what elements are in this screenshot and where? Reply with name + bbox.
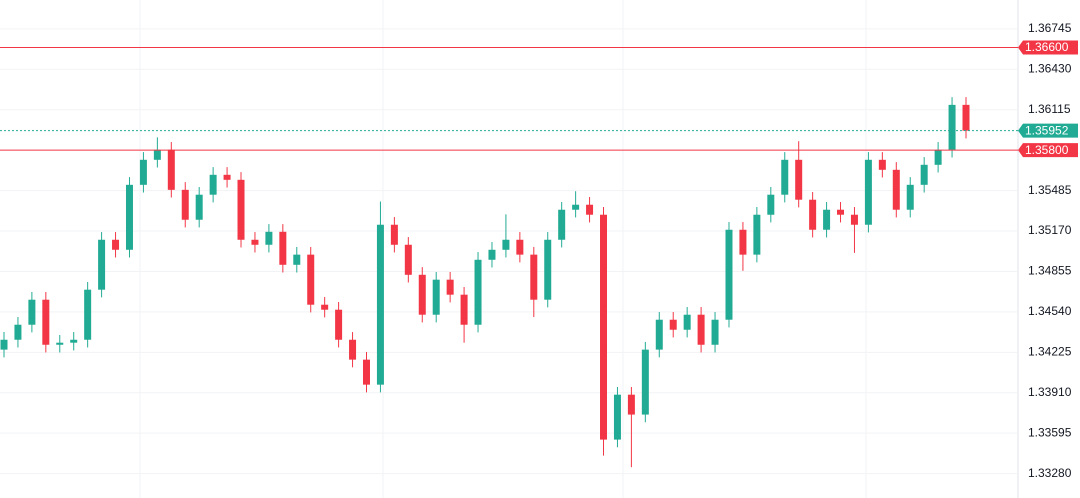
candle-body: [251, 239, 259, 245]
candle-body: [376, 224, 384, 385]
price-label-text: 1.36600: [1025, 40, 1069, 54]
candle-body: [878, 159, 886, 170]
candle-body: [418, 274, 426, 315]
price-label-text: 1.35800: [1025, 143, 1069, 157]
candle-body: [167, 149, 175, 190]
y-tick-label: 1.36745: [1028, 21, 1072, 35]
candle-body: [544, 239, 552, 300]
y-tick-label: 1.33910: [1028, 385, 1072, 399]
candle-body: [14, 324, 22, 340]
y-tick-label: 1.34540: [1028, 304, 1072, 318]
candle-body: [558, 209, 566, 240]
candle-body: [139, 159, 147, 185]
candle-body: [934, 149, 942, 165]
candle-body: [530, 254, 538, 300]
candle-body: [181, 189, 189, 220]
candle-body: [28, 299, 36, 325]
candle-body: [683, 314, 691, 330]
candle-body: [98, 239, 106, 290]
candle-body: [516, 239, 524, 255]
candle-body: [488, 249, 496, 260]
candle-body: [390, 224, 398, 245]
price-label-text: 1.35952: [1025, 123, 1069, 137]
candle-body: [864, 159, 872, 225]
y-tick-label: 1.33280: [1028, 466, 1072, 480]
candle-body: [697, 314, 705, 345]
candle-body: [335, 309, 343, 340]
candle-body: [84, 289, 92, 340]
y-tick-label: 1.34855: [1028, 264, 1072, 278]
candle-body: [0, 339, 8, 350]
candle-body: [767, 194, 775, 215]
candle-body: [237, 179, 245, 240]
y-tick-label: 1.36430: [1028, 61, 1072, 75]
candle-body: [56, 342, 64, 345]
candle-body: [948, 104, 956, 150]
vertical-grid: [139, 0, 867, 498]
candle-body: [125, 184, 133, 250]
candle-body: [641, 349, 649, 415]
candle-body: [920, 164, 928, 185]
candle-body: [892, 169, 900, 210]
candle-body: [404, 244, 412, 275]
candle-body: [600, 214, 608, 440]
candle-body: [586, 204, 594, 215]
candle-body: [42, 299, 50, 345]
candle-body: [223, 174, 231, 180]
candle-body: [112, 239, 120, 250]
candle-body: [669, 319, 677, 330]
candle-body: [725, 229, 733, 320]
candle-body: [209, 174, 217, 195]
candle-body: [906, 184, 914, 210]
candle-body: [613, 394, 621, 440]
candle-body: [572, 204, 580, 210]
price-label-box: [1018, 143, 1078, 158]
candle-body: [627, 394, 635, 415]
candle-body: [711, 319, 719, 345]
candle-body: [321, 304, 329, 310]
candle-body: [739, 229, 747, 255]
candle-body: [823, 209, 831, 230]
price-label-box: [1018, 123, 1078, 138]
candle-body: [850, 214, 858, 225]
y-tick-label: 1.34225: [1028, 344, 1072, 358]
candle-body: [753, 214, 761, 255]
candle-body: [265, 231, 273, 245]
price-label: 1.36600: [1018, 40, 1078, 55]
candle-body: [307, 254, 315, 305]
price-label: 1.35800: [1018, 143, 1078, 158]
candle-body: [655, 319, 663, 350]
candle-body: [70, 339, 78, 343]
candle-body: [795, 159, 803, 200]
candle-body: [279, 231, 287, 265]
candle-body: [502, 239, 510, 250]
candle-body: [293, 254, 301, 265]
candle-body: [362, 359, 370, 385]
price-label-box: [1018, 40, 1078, 55]
candle-body: [962, 104, 970, 131]
candle-body: [153, 149, 161, 160]
candle-body: [460, 294, 468, 325]
candle-body: [781, 159, 789, 195]
candle-body: [837, 209, 845, 215]
y-tick-label: 1.35170: [1028, 223, 1072, 237]
candle-body: [446, 279, 454, 295]
candle-body: [809, 199, 817, 230]
y-tick-label: 1.36115: [1028, 102, 1071, 116]
candle-body: [474, 259, 482, 325]
candle-body: [349, 339, 357, 360]
price-label: 1.35952: [1018, 123, 1078, 138]
candle-body: [432, 279, 440, 315]
candle-body: [195, 194, 203, 220]
y-tick-label: 1.35485: [1028, 183, 1072, 197]
y-tick-label: 1.33595: [1028, 425, 1072, 439]
